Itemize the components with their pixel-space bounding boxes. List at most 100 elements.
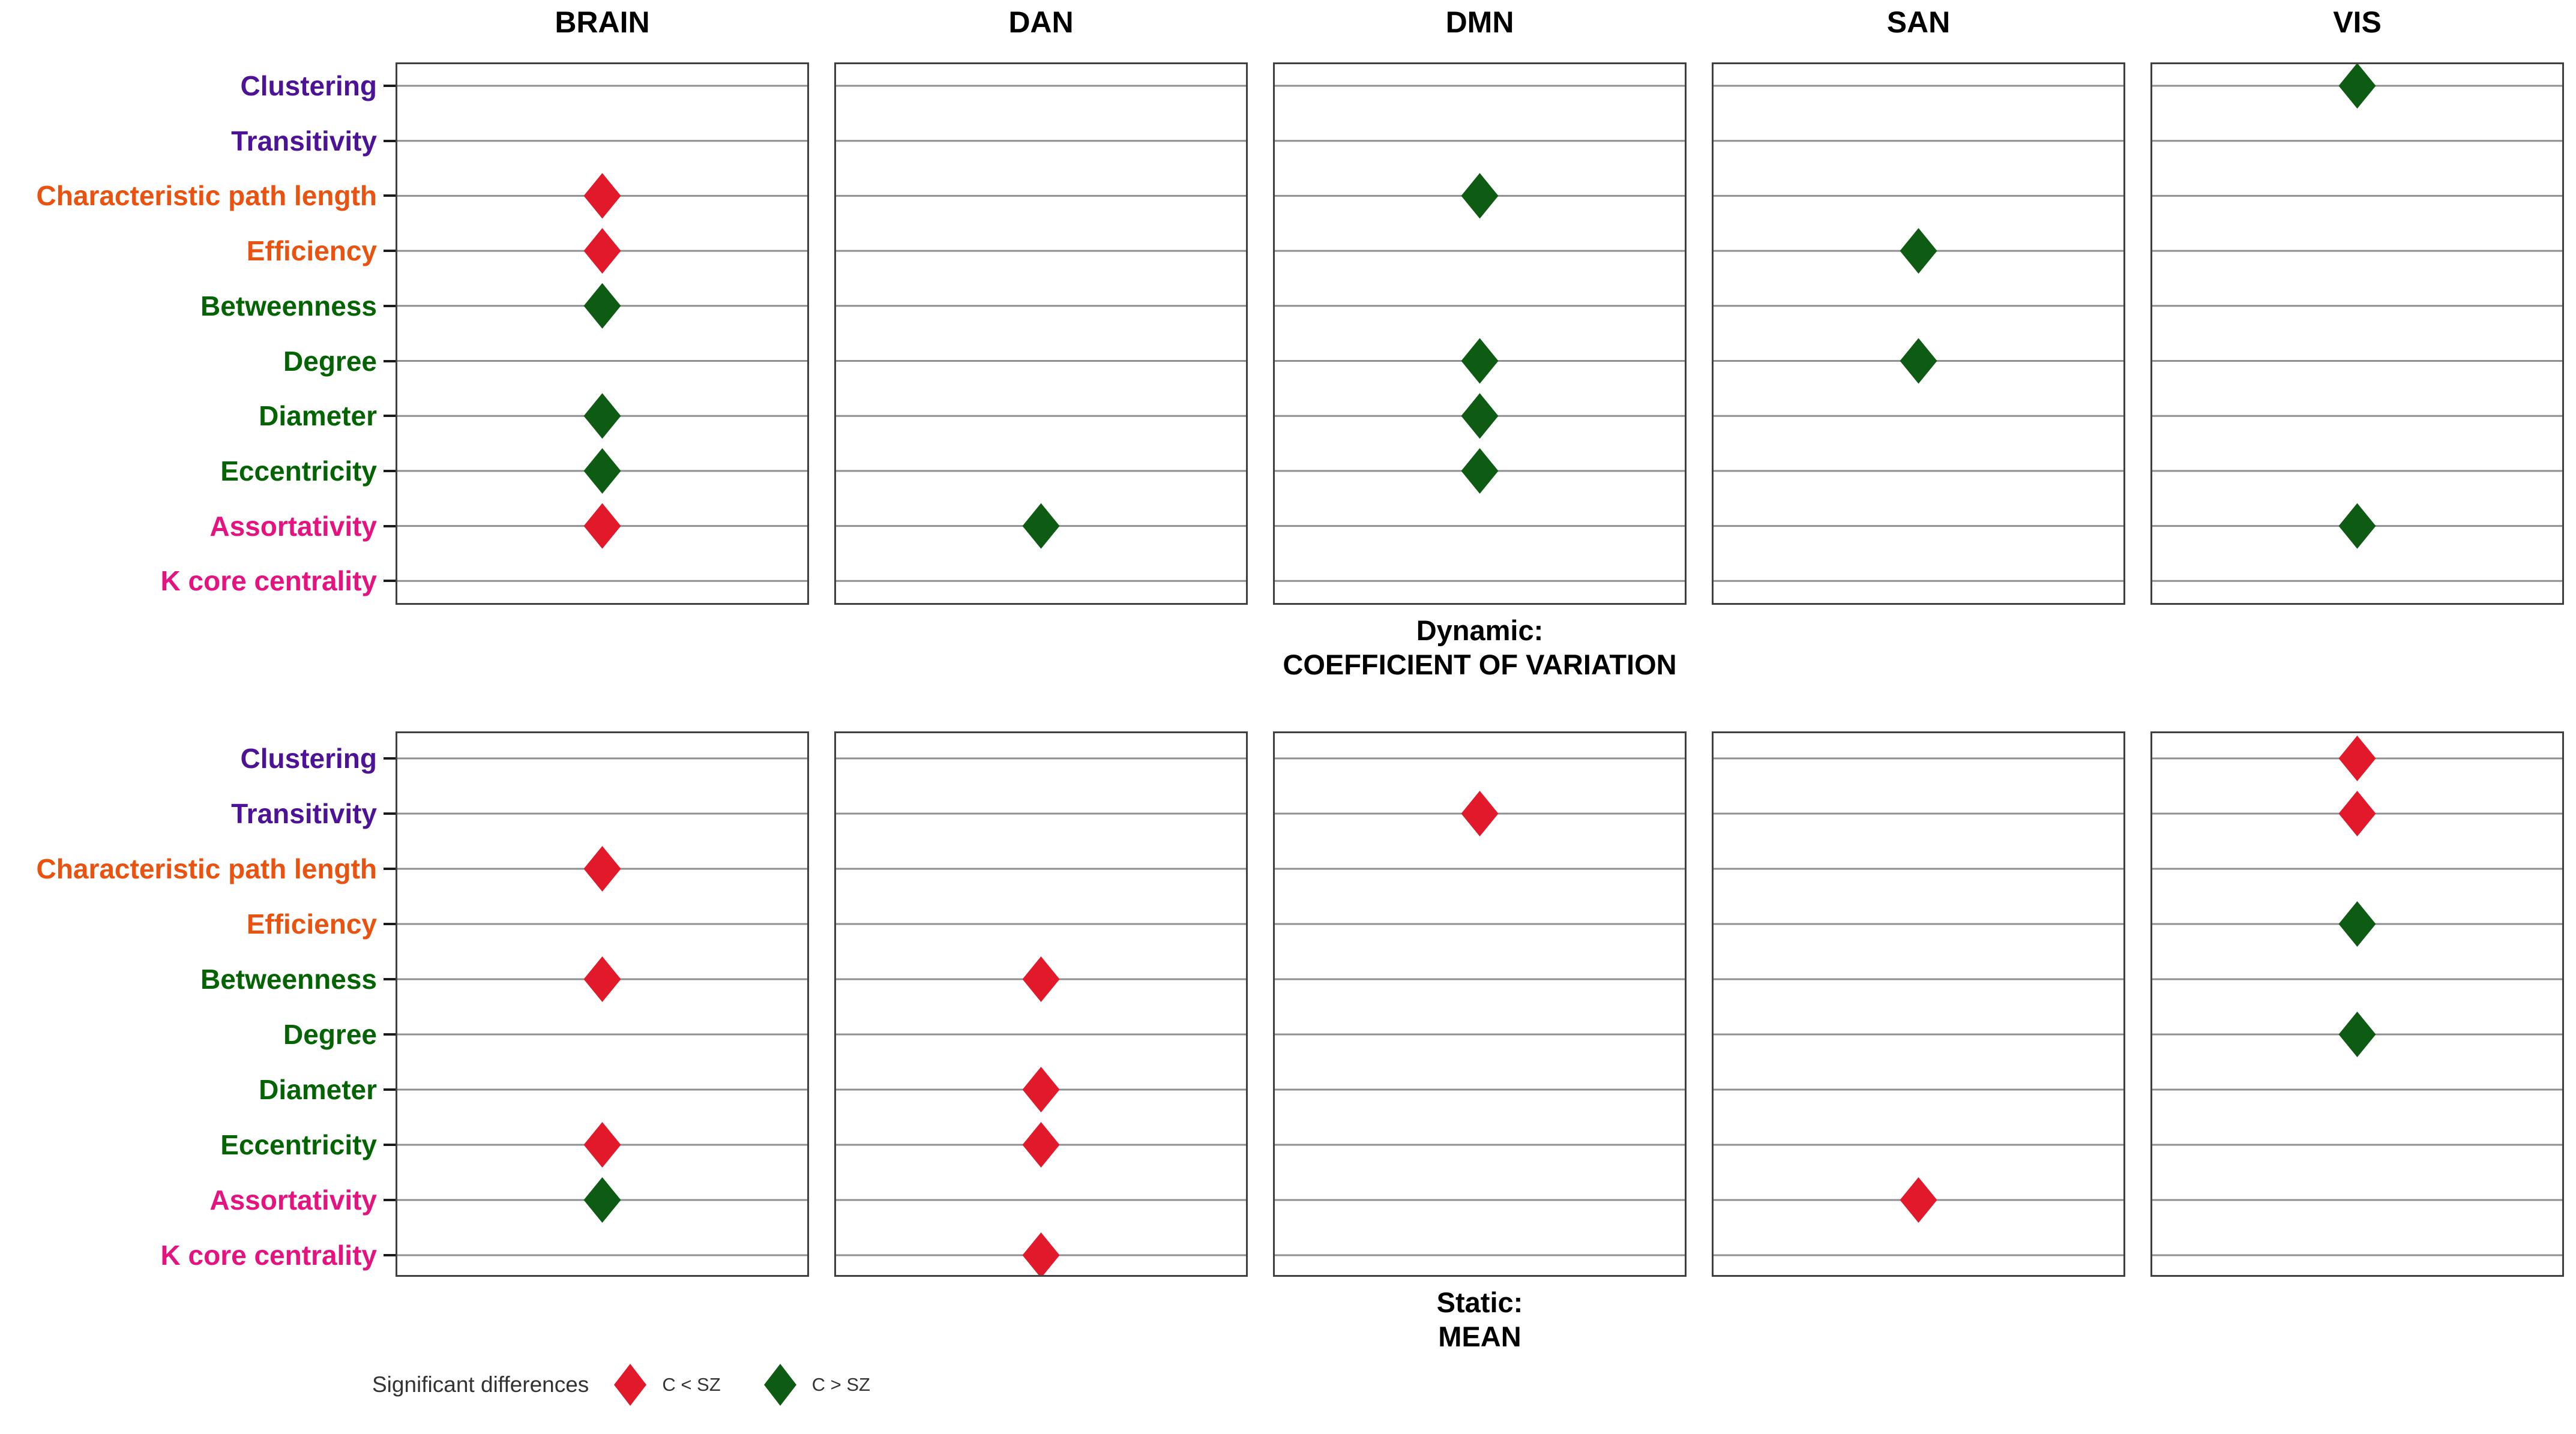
panel-border <box>1273 62 1687 605</box>
row-label-dynamic-clustering: Clustering <box>240 70 377 101</box>
panel-dynamic-dan <box>834 62 1248 605</box>
column-title-dan: DAN <box>1008 5 1074 39</box>
panel-dynamic-brain <box>396 62 809 605</box>
axis-tick-static-eccentricity <box>384 1144 396 1146</box>
panel-border <box>1712 731 2125 1277</box>
panel-background <box>1273 62 1687 605</box>
panel-border <box>1273 731 1687 1277</box>
panel-border <box>2150 731 2564 1277</box>
marker-static-vis-efficiency <box>2338 901 2376 947</box>
panel-static-vis <box>2150 731 2564 1277</box>
row-label-static-k-core-centrality: K core centrality <box>160 1240 377 1271</box>
marker-dynamic-dmn-characteristic-path-length <box>1461 173 1499 219</box>
panel-static-dmn <box>1273 731 1687 1277</box>
panel-static-san <box>1712 731 2125 1277</box>
axis-tick-static-degree <box>384 1033 396 1036</box>
panel-background <box>1712 62 2125 605</box>
row-label-static-eccentricity: Eccentricity <box>220 1129 377 1160</box>
row-label-static-betweenness: Betweenness <box>200 964 377 995</box>
panel-background <box>834 731 1248 1277</box>
marker-dynamic-dmn-eccentricity <box>1461 448 1499 494</box>
row-label-static-diameter: Diameter <box>259 1074 377 1105</box>
axis-tick-static-betweenness <box>384 978 396 980</box>
marker-static-san-assortativity <box>1900 1177 1937 1223</box>
axis-tick-dynamic-diameter <box>384 415 396 418</box>
panel-border <box>834 62 1248 605</box>
panel-dynamic-vis <box>2150 62 2564 605</box>
marker-dynamic-brain-diameter <box>583 393 621 439</box>
panel-dynamic-san <box>1712 62 2125 605</box>
marker-dynamic-brain-assortativity <box>583 503 621 549</box>
axis-tick-dynamic-clustering <box>384 85 396 87</box>
marker-static-brain-betweenness <box>583 956 621 1002</box>
marker-static-dan-eccentricity <box>1022 1122 1060 1168</box>
legend-title: Significant differences <box>372 1372 589 1397</box>
caption-dynamic-line2: COEFFICIENT OF VARIATION <box>1283 649 1677 680</box>
axis-tick-dynamic-degree <box>384 359 396 362</box>
legend: Significant differences C < SZ C > SZ <box>372 1355 912 1415</box>
legend-label-c-lt-sz: C < SZ <box>662 1374 721 1395</box>
axis-tick-static-k-core-centrality <box>384 1254 396 1256</box>
marker-dynamic-brain-eccentricity <box>583 448 621 494</box>
caption-static-line1: Static: <box>1436 1286 1523 1318</box>
row-label-dynamic-eccentricity: Eccentricity <box>220 455 377 487</box>
legend-diamond-c-gt-sz-icon <box>763 1364 796 1406</box>
marker-dynamic-brain-characteristic-path-length <box>583 173 621 219</box>
marker-static-dan-k-core-centrality <box>1022 1232 1060 1277</box>
marker-static-brain-eccentricity <box>583 1122 621 1168</box>
legend-diamond-c-lt-sz-icon <box>614 1364 647 1406</box>
caption-dynamic-line1: Dynamic: <box>1416 614 1544 646</box>
marker-dynamic-dan-assortativity <box>1022 503 1060 549</box>
marker-dynamic-san-efficiency <box>1900 228 1937 274</box>
row-label-static-efficiency: Efficiency <box>246 908 377 940</box>
marker-static-vis-degree <box>2338 1012 2376 1057</box>
marker-static-vis-transitivity <box>2338 791 2376 836</box>
column-title-vis: VIS <box>2333 5 2382 39</box>
caption-static: Static: MEAN <box>396 1285 2564 1354</box>
panel-static-dan <box>834 731 1248 1277</box>
marker-static-dan-diameter <box>1022 1067 1060 1112</box>
column-title-dmn: DMN <box>1445 5 1514 39</box>
marker-dynamic-vis-assortativity <box>2338 503 2376 549</box>
axis-tick-dynamic-betweenness <box>384 304 396 307</box>
panel-border <box>396 731 809 1277</box>
column-title-brain: BRAIN <box>555 5 650 39</box>
axis-tick-dynamic-transitivity <box>384 139 396 142</box>
row-label-dynamic-efficiency: Efficiency <box>246 235 377 267</box>
marker-dynamic-brain-betweenness <box>583 283 621 329</box>
marker-dynamic-brain-efficiency <box>583 228 621 274</box>
panel-border <box>2150 62 2564 605</box>
marker-static-dmn-transitivity <box>1461 791 1499 836</box>
panel-dynamic-dmn <box>1273 62 1687 605</box>
axis-tick-dynamic-k-core-centrality <box>384 580 396 583</box>
panel-border <box>834 731 1248 1277</box>
column-title-san: SAN <box>1886 5 1951 39</box>
marker-dynamic-san-degree <box>1900 338 1937 384</box>
caption-dynamic: Dynamic: COEFFICIENT OF VARIATION <box>396 613 2564 682</box>
row-label-dynamic-k-core-centrality: K core centrality <box>160 565 377 597</box>
row-label-static-degree: Degree <box>283 1019 377 1050</box>
legend-label-c-gt-sz: C > SZ <box>811 1374 870 1395</box>
axis-tick-static-assortativity <box>384 1199 396 1201</box>
axis-tick-static-characteristic-path-length <box>384 868 396 870</box>
row-label-dynamic-degree: Degree <box>283 345 377 377</box>
marker-static-dan-betweenness <box>1022 956 1060 1002</box>
row-label-dynamic-transitivity: Transitivity <box>231 125 377 157</box>
marker-dynamic-dmn-degree <box>1461 338 1499 384</box>
marker-static-vis-clustering <box>2338 736 2376 781</box>
panel-static-brain <box>396 731 809 1277</box>
row-label-dynamic-characteristic-path-length: Characteristic path length <box>36 180 377 212</box>
row-label-static-assortativity: Assortativity <box>209 1184 377 1216</box>
axis-tick-static-clustering <box>384 757 396 760</box>
row-label-static-characteristic-path-length: Characteristic path length <box>36 853 377 884</box>
panel-border <box>396 62 809 605</box>
marker-static-brain-assortativity <box>583 1177 621 1223</box>
axis-tick-dynamic-eccentricity <box>384 469 396 472</box>
marker-dynamic-vis-clustering <box>2338 63 2376 109</box>
axis-tick-dynamic-assortativity <box>384 524 396 527</box>
row-label-dynamic-assortativity: Assortativity <box>209 510 377 542</box>
marker-static-brain-characteristic-path-length <box>583 846 621 892</box>
panel-border <box>1712 62 2125 605</box>
axis-tick-static-transitivity <box>384 812 396 815</box>
